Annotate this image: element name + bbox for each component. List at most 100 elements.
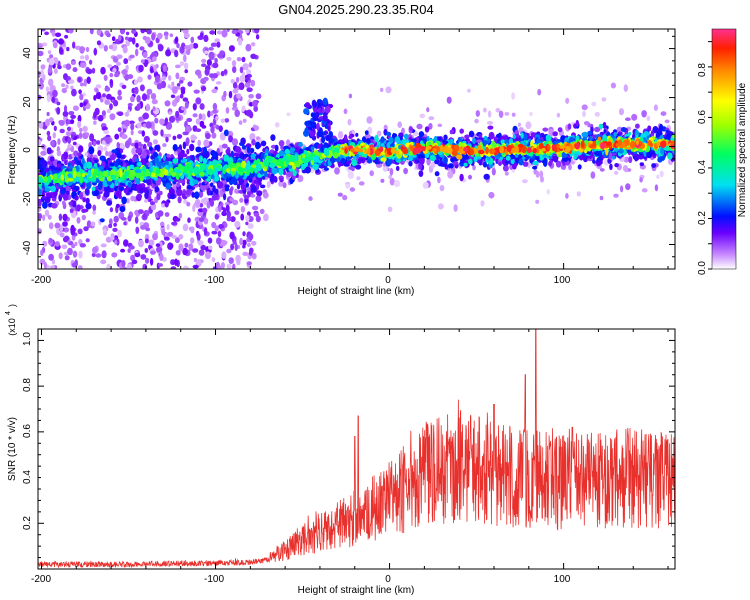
- spectrogram-cell: [190, 237, 195, 244]
- spectrogram-cell: [343, 134, 348, 142]
- spectrogram-cell: [168, 111, 172, 115]
- spectrogram-cell: [151, 32, 156, 41]
- spectrogram-cell: [232, 88, 239, 94]
- spectrogram-cell: [255, 195, 262, 203]
- spectrogram-cell: [144, 199, 148, 203]
- spectrogram-cell: [193, 89, 200, 94]
- spectrogram-cell: [182, 141, 187, 150]
- spectrogram-cell: [106, 109, 111, 114]
- spectrogram-cell: [45, 86, 50, 93]
- spectrogram-cell: [478, 133, 483, 139]
- spectrogram-cell: [72, 250, 78, 258]
- spectrogram-cell: [195, 69, 202, 76]
- spectrogram-cell: [250, 53, 257, 59]
- spectrogram-cell: [231, 60, 237, 67]
- spectrogram-cell: [208, 46, 214, 51]
- spectrogram-cell: [99, 218, 105, 223]
- spectrogram-cell: [180, 42, 186, 50]
- spectrogram-cell: [74, 241, 78, 247]
- spectrogram-cell: [393, 180, 401, 188]
- spectrogram-cell: [79, 93, 84, 101]
- spectrogram-cell: [234, 188, 238, 194]
- spectrogram-cell: [46, 94, 51, 103]
- spectrogram-cell: [62, 221, 68, 227]
- spectrogram-cell: [147, 74, 152, 80]
- spectrogram-cell: [48, 253, 54, 261]
- spectrogram-cell: [72, 200, 77, 208]
- spectrogram-cell: [92, 246, 98, 254]
- spectrogram-cell: [190, 134, 197, 141]
- spectrogram-cell: [260, 140, 267, 147]
- spectrogram-cell: [387, 206, 393, 213]
- spectrogram-cell: [474, 118, 479, 124]
- spectrogram-cell: [214, 57, 218, 64]
- spectrogram-cell: [223, 193, 227, 201]
- spectrogram-cell: [63, 105, 68, 113]
- spectrogram-cell: [192, 113, 198, 118]
- spectrogram-cell: [125, 31, 130, 36]
- spectrogram-cell: [146, 88, 153, 95]
- spectrogram-cell: [176, 42, 180, 49]
- spectrogram-cell: [184, 125, 191, 134]
- spectrogram-cell: [242, 251, 249, 256]
- spectrogram-cell: [199, 103, 205, 110]
- spectrogram-cell: [111, 252, 118, 258]
- spectrogram-cell: [449, 129, 454, 135]
- spectrogram-cell: [47, 50, 52, 54]
- spectrogram-cell: [86, 76, 91, 84]
- spectrogram-cell: [179, 76, 186, 82]
- spectrogram-cell: [114, 133, 120, 140]
- spectrogram-cell: [94, 107, 100, 116]
- spectrogram-cell: [511, 112, 516, 117]
- spectrogram-cell: [62, 200, 66, 206]
- spectrogram-cell: [592, 160, 596, 164]
- spectrogram-cell: [182, 265, 189, 269]
- spectrogram-cell: [348, 93, 353, 99]
- spectrogram-cell: [245, 43, 252, 52]
- spectrogram-cell: [38, 81, 44, 90]
- spectrogram-cell: [70, 224, 75, 232]
- spectrogram-cell: [141, 130, 145, 137]
- spectrogram-cell: [180, 89, 186, 95]
- spectrogram-cell: [239, 237, 244, 246]
- spectrogram-cell: [667, 152, 673, 160]
- spectrogram-cell: [76, 204, 81, 212]
- spectrogram-cell: [583, 121, 590, 125]
- spectrogram-cell: [447, 170, 454, 179]
- spectrogram-cell: [120, 248, 126, 253]
- spectrogram-cell: [148, 239, 155, 246]
- spectrogram-cell: [114, 240, 118, 245]
- spectrogram-cell: [86, 68, 93, 75]
- spectrogram-cell: [164, 35, 169, 40]
- spectrogram-cell: [64, 235, 70, 242]
- spectrogram-cell: [198, 190, 204, 198]
- spectrogram-cell: [65, 63, 72, 70]
- spectrogram-cell: [108, 218, 113, 226]
- spectrogram-cell: [251, 138, 256, 146]
- spectrogram-cell: [211, 230, 218, 235]
- spectrogram-cell: [212, 102, 218, 111]
- spectrogram-cell: [82, 125, 88, 132]
- spectrogram-cell: [210, 125, 215, 134]
- spectrogram-cell: [347, 118, 352, 126]
- spectrogram-cell: [656, 174, 660, 179]
- spectrogram-cell: [146, 93, 150, 100]
- spectrogram-cell: [453, 160, 459, 166]
- spectrogram-cell: [110, 153, 116, 161]
- spectrogram-cell: [215, 115, 219, 122]
- spectrogram-cell: [653, 104, 658, 111]
- spectrogram-cell: [243, 195, 250, 200]
- spectrogram-cell: [131, 37, 136, 45]
- spectrogram-cell: [131, 29, 137, 34]
- spectrogram-cell: [129, 54, 135, 59]
- spectrogram-cell: [64, 255, 70, 261]
- spectrogram-cell: [127, 248, 131, 253]
- spectrogram-cell: [244, 29, 250, 34]
- spectrogram-cell: [83, 101, 87, 106]
- spectrogram-cell: [63, 73, 68, 81]
- spectrogram-cell: [171, 81, 175, 87]
- spectrogram-cell: [226, 210, 231, 219]
- spectrogram-cell: [242, 239, 247, 246]
- spectrogram-cell: [118, 34, 122, 42]
